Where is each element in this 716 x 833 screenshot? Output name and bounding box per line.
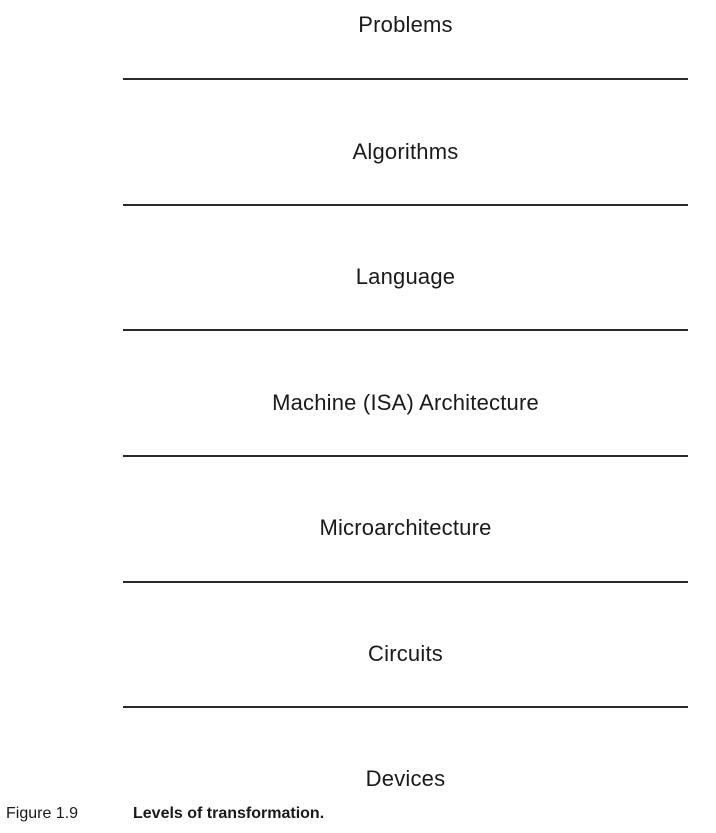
figure-number: Figure 1.9 xyxy=(6,805,79,822)
divider-line xyxy=(123,204,688,206)
level-problems: Problems xyxy=(358,12,453,37)
level-devices: Devices xyxy=(365,766,446,791)
figure-caption: Figure 1.9 Levels of transformation. xyxy=(6,804,324,824)
divider-line xyxy=(123,455,688,457)
figure-caption-text: Levels of transformation. xyxy=(133,805,325,822)
level-algorithms: Algorithms xyxy=(352,139,459,164)
level-language: Language xyxy=(355,264,456,289)
divider-line xyxy=(123,581,688,583)
divider-line xyxy=(123,78,688,80)
levels-diagram: Problems Algorithms Language Machine (IS… xyxy=(123,12,688,791)
divider-line xyxy=(123,329,688,331)
level-machine-isa-architecture: Machine (ISA) Architecture xyxy=(272,390,539,415)
level-microarchitecture: Microarchitecture xyxy=(319,515,492,540)
level-circuits: Circuits xyxy=(368,641,443,666)
divider-line xyxy=(123,706,688,708)
